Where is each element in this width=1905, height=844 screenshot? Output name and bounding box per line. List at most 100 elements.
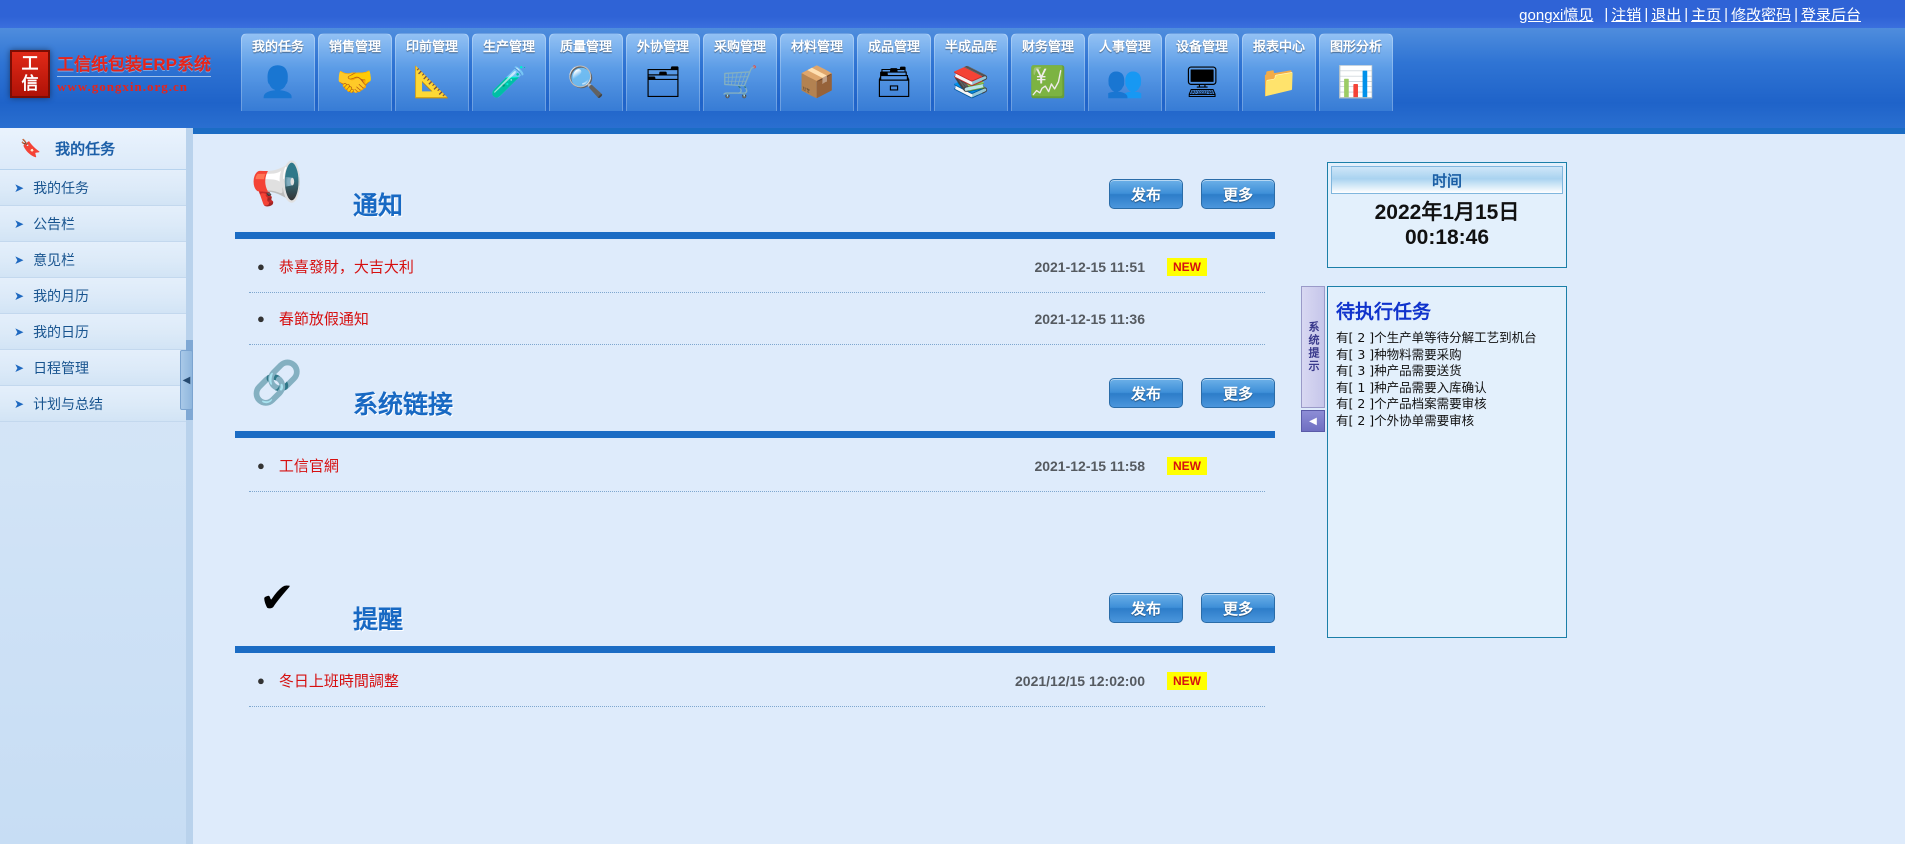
brand-url: www.gongxin.org.cn <box>57 78 189 94</box>
panel-1: 🔗 系统链接 发布 更多 ● 工信官網 2021-12-15 11:58 NEW <box>235 351 1275 560</box>
menu-item-8[interactable]: 成品管理 🗃 <box>857 33 931 111</box>
megaphone-icon: 📢 <box>250 160 304 207</box>
sidebar-item-label: 我的任务 <box>33 179 90 196</box>
sidebar-item-label: 日程管理 <box>33 359 90 376</box>
menu-item-label: 采购管理 <box>713 39 766 54</box>
pending-task-line: 有[ 1 ]种产品需要入库确认 <box>1336 379 1487 395</box>
system-tips-collapse-button[interactable]: ◀ <box>1301 410 1325 432</box>
time-widget-body: 2022年1月15日 00:18:46 <box>1328 200 1566 250</box>
bookmark-flag-icon: 🔖 <box>20 139 42 158</box>
exit-link[interactable]: 退出 <box>1651 6 1682 24</box>
menu-item-12[interactable]: 设备管理 🖥 <box>1165 33 1239 111</box>
sidebar-collapse-toggle[interactable]: ◀ <box>180 350 193 410</box>
menu-item-14[interactable]: 图形分析 📊 <box>1319 33 1393 111</box>
list-item-date: 2021-12-15 11:36 <box>1034 310 1145 327</box>
menu-item-5[interactable]: 外协管理 🗂 <box>626 33 700 111</box>
panel-header: 🔗 系统链接 发布 更多 <box>235 351 1275 437</box>
check-circle-icon: ✔ <box>259 574 295 621</box>
arrow-right-icon: ➤ <box>14 180 25 195</box>
menu-item-1[interactable]: 销售管理 🤝 <box>318 33 392 111</box>
brand-logo-area: 工 信 工信纸包装ERP系统 www.gongxin.org.cn <box>10 43 240 105</box>
new-badge: NEW <box>1167 257 1207 276</box>
semi-finished-stock-icon: 📚 <box>952 66 990 99</box>
more-button[interactable]: 更多 <box>1201 179 1275 209</box>
equipment-machine-icon: 🖥 <box>1182 66 1222 99</box>
more-button[interactable]: 更多 <box>1201 593 1275 623</box>
menu-item-label: 图形分析 <box>1329 39 1382 54</box>
sidebar-item-3[interactable]: ➤ 我的月历 <box>0 278 193 314</box>
menu-item-label: 财务管理 <box>1021 39 1074 54</box>
menu-item-6[interactable]: 采购管理 🛒 <box>703 33 777 111</box>
menu-item-label: 印前管理 <box>405 39 458 54</box>
publish-button[interactable]: 发布 <box>1109 593 1183 623</box>
sidebar-item-4[interactable]: ➤ 我的日历 <box>0 314 193 350</box>
panel-divider <box>235 646 1275 653</box>
menu-item-13[interactable]: 报表中心 📁 <box>1242 33 1316 111</box>
list-item-title[interactable]: 恭喜發財，大吉大利 <box>278 259 414 276</box>
menu-item-9[interactable]: 半成品库 📚 <box>934 33 1008 111</box>
current-clock: 00:18:46 <box>1404 226 1490 249</box>
list-item[interactable]: ● 冬日上班時間調整 2021/12/15 12:02:00 NEW <box>249 655 1265 707</box>
user-task-icon: 👤 <box>259 66 297 99</box>
menu-item-11[interactable]: 人事管理 👥 <box>1088 33 1162 111</box>
sidebar-item-label: 我的月历 <box>33 287 90 304</box>
feedback-label: 憶见 <box>1563 6 1594 24</box>
panel-rows: ● 冬日上班時間調整 2021/12/15 12:02:00 NEW <box>235 653 1275 707</box>
separator: | <box>1604 5 1609 23</box>
brand-divider <box>57 75 211 77</box>
menu-item-0[interactable]: 我的任务 👤 <box>241 33 315 111</box>
list-item[interactable]: ● 恭喜發財，大吉大利 2021-12-15 11:51 NEW <box>249 241 1265 293</box>
sidebar-item-6[interactable]: ➤ 计划与总结 <box>0 386 193 422</box>
list-item-title[interactable]: 工信官網 <box>278 458 339 475</box>
menu-item-2[interactable]: 印前管理 📐 <box>395 33 469 111</box>
sidebar-item-0[interactable]: ➤ 我的任务 <box>0 170 193 206</box>
list-item-title[interactable]: 冬日上班時間調整 <box>278 673 399 690</box>
menu-item-3[interactable]: 生产管理 🧪 <box>472 33 546 111</box>
system-tips-tab[interactable]: 系统提示 <box>1301 286 1325 408</box>
menu-item-label: 材料管理 <box>790 39 843 54</box>
panel-rows: ● 工信官網 2021-12-15 11:58 NEW <box>235 438 1275 492</box>
pending-task-line: 有[ 3 ]种产品需要送货 <box>1336 363 1462 378</box>
separator: | <box>1724 5 1729 23</box>
sidebar-item-5[interactable]: ➤ 日程管理 <box>0 350 193 386</box>
gongxin-logo-icon: 工 信 <box>10 50 50 98</box>
logo-char-bottom: 信 <box>21 74 39 94</box>
chain-link-icon: 🔗 <box>250 359 304 406</box>
menu-item-label: 人事管理 <box>1098 39 1151 54</box>
home-link[interactable]: 主页 <box>1691 6 1722 24</box>
menu-item-label: 外协管理 <box>636 39 689 54</box>
panel-header: ✔ 提醒 发布 更多 <box>235 566 1275 652</box>
arrow-right-icon: ➤ <box>14 252 25 267</box>
sidebar-item-label: 公告栏 <box>33 215 76 232</box>
pending-task-line: 有[ 2 ]个外协单需要审核 <box>1336 412 1475 428</box>
pending-tasks-list: 有[ 2 ]个生产单等待分解工艺到机台 有[ 3 ]种物料需要采购 有[ 3 ]种产… <box>1336 330 1560 429</box>
more-button[interactable]: 更多 <box>1201 378 1275 408</box>
pending-task-line: 有[ 2 ]个产品档案需要审核 <box>1336 396 1487 411</box>
left-sidebar: 🔖 我的任务 ➤ 我的任务 ➤ 公告栏 ➤ 意见栏 ➤ 我的月历 ➤ 我的日历 ➤ 日程管理 ➤ 计划与总… <box>0 128 193 844</box>
panel-title: 提醒 <box>353 606 404 634</box>
panel-header: 📢 通知 发布 更多 <box>235 152 1275 238</box>
menu-item-4[interactable]: 质量管理 🔍 <box>549 33 623 111</box>
user-feedback-link[interactable]: gongxi憶见 <box>1519 4 1601 25</box>
menu-item-7[interactable]: 材料管理 📦 <box>780 33 854 111</box>
panel-0: 📢 通知 发布 更多 ● 恭喜發財，大吉大利 2021-12-15 11:51 NEW ● 春節放… <box>235 152 1275 345</box>
arrow-right-icon: ➤ <box>14 288 25 303</box>
pending-task-line: 有[ 3 ]种物料需要采购 <box>1336 346 1462 362</box>
list-item[interactable]: ● 工信官網 2021-12-15 11:58 NEW <box>249 440 1265 492</box>
list-item[interactable]: ● 春節放假通知 2021-12-15 11:36 <box>249 293 1265 345</box>
logout-session-link[interactable]: 注销 <box>1611 6 1642 24</box>
panel-stack: 📢 通知 发布 更多 ● 恭喜發財，大吉大利 2021-12-15 11:51 NEW ● 春節放… <box>235 152 1275 713</box>
panel-divider <box>235 232 1275 239</box>
sidebar-item-1[interactable]: ➤ 公告栏 <box>0 206 193 242</box>
admin-login-link[interactable]: 登录后台 <box>1800 6 1861 24</box>
time-widget-header: 时间 <box>1331 166 1563 194</box>
publish-button[interactable]: 发布 <box>1109 378 1183 408</box>
list-item-title[interactable]: 春節放假通知 <box>278 311 369 328</box>
panel-2: ✔ 提醒 发布 更多 ● 冬日上班時間調整 2021/12/15 12:02:00 NEW <box>235 566 1275 707</box>
menu-item-10[interactable]: 财务管理 💹 <box>1011 33 1085 111</box>
sidebar-item-2[interactable]: ➤ 意见栏 <box>0 242 193 278</box>
menu-item-label: 质量管理 <box>559 39 612 54</box>
sidebar-scrollbar-track[interactable] <box>186 128 193 844</box>
change-password-link[interactable]: 修改密码 <box>1731 6 1792 24</box>
publish-button[interactable]: 发布 <box>1109 179 1183 209</box>
